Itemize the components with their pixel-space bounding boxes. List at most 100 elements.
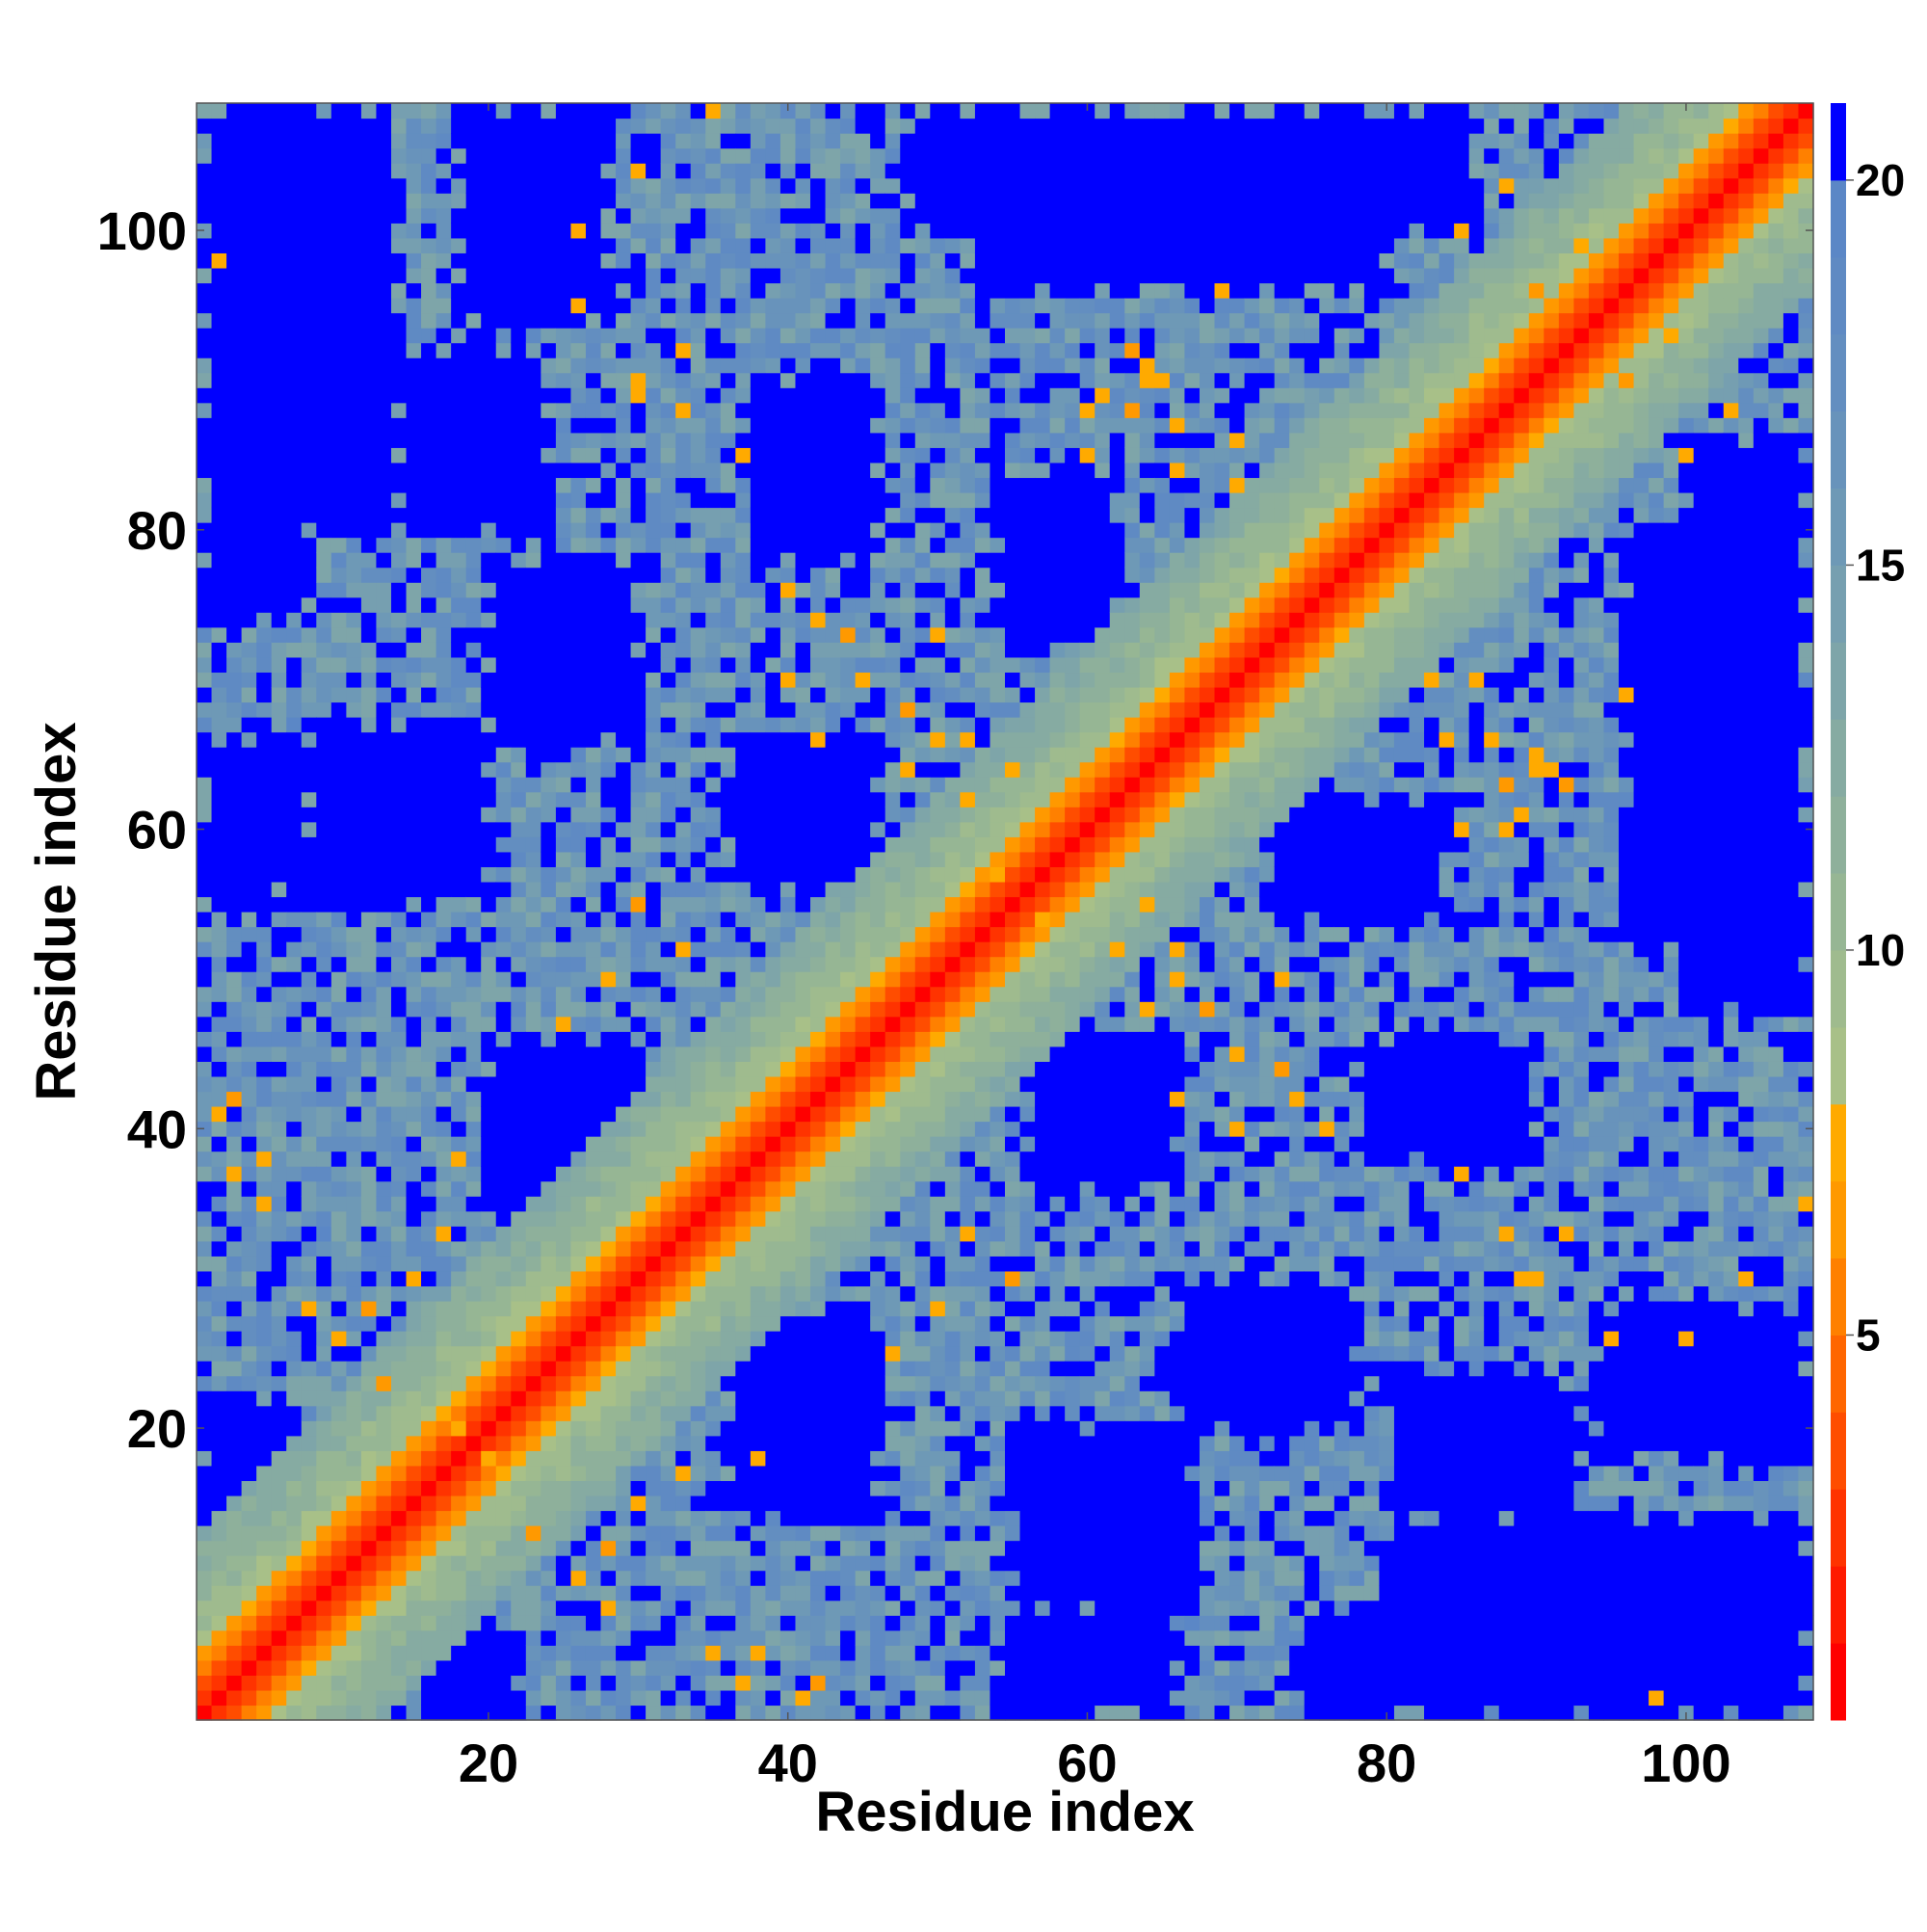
heatmap-cell <box>481 1480 497 1496</box>
heatmap-cell <box>870 223 886 239</box>
heatmap-cell <box>779 672 797 688</box>
heatmap-cell <box>330 207 347 224</box>
heatmap-cell <box>256 612 273 628</box>
heatmap-cell <box>660 1121 676 1137</box>
heatmap-cell <box>525 402 541 418</box>
heatmap-cell <box>451 791 467 807</box>
heatmap-cell <box>750 1659 767 1676</box>
heatmap-cell <box>360 686 378 703</box>
heatmap-cell <box>750 626 767 643</box>
heatmap-cell <box>256 866 273 883</box>
heatmap-cell <box>840 731 857 748</box>
heatmap-cell <box>555 1226 572 1242</box>
heatmap-cell <box>360 357 378 374</box>
heatmap-cell <box>271 1585 287 1601</box>
heatmap-cell <box>600 1196 617 1212</box>
heatmap-cell <box>705 612 722 628</box>
heatmap-cell <box>600 912 617 928</box>
heatmap-cell <box>465 851 482 867</box>
heatmap-cell <box>256 971 273 988</box>
heatmap-cell <box>421 1256 437 1272</box>
heatmap-cell <box>570 163 587 179</box>
heatmap-cell <box>481 1345 497 1362</box>
heatmap-cell <box>690 462 706 479</box>
heatmap-cell <box>600 1136 617 1152</box>
heatmap-cell <box>465 1629 482 1646</box>
heatmap-cell <box>570 193 587 209</box>
heatmap-cell <box>555 312 572 329</box>
heatmap-cell <box>495 223 512 239</box>
heatmap-cell <box>226 791 243 807</box>
heatmap-cell <box>301 1570 317 1586</box>
heatmap-cell <box>870 522 886 539</box>
heatmap-cell <box>346 1480 362 1496</box>
heatmap-cell <box>541 1016 557 1032</box>
heatmap-cell <box>376 912 392 928</box>
heatmap-cell <box>646 866 662 883</box>
heatmap-cell <box>271 177 287 194</box>
heatmap-cell <box>765 986 781 1002</box>
heatmap-cell <box>720 717 736 733</box>
heatmap-cell <box>301 1121 317 1137</box>
heatmap-cell <box>765 1226 781 1242</box>
heatmap-cell <box>660 1525 676 1542</box>
heatmap-cell <box>690 1705 706 1721</box>
heatmap-cell <box>495 1240 512 1257</box>
heatmap-cell <box>555 986 572 1002</box>
heatmap-cell <box>451 447 467 463</box>
heatmap-cell <box>226 1031 243 1047</box>
heatmap-cell <box>390 747 408 763</box>
heatmap-cell <box>779 761 797 778</box>
heatmap-cell <box>616 507 632 523</box>
heatmap-cell <box>705 1061 722 1077</box>
heatmap-cell <box>451 402 467 418</box>
heatmap-cell <box>825 477 841 493</box>
heatmap-cell <box>600 1390 617 1407</box>
heatmap-cell <box>226 193 243 209</box>
heatmap-cell <box>720 507 736 523</box>
heatmap-cell <box>465 941 482 958</box>
heatmap-cell <box>675 1270 692 1287</box>
heatmap-cell <box>646 477 662 493</box>
heatmap-cell <box>855 522 871 539</box>
heatmap-cell <box>360 1420 378 1437</box>
heatmap-cell <box>570 926 587 942</box>
heatmap-cell <box>330 147 347 164</box>
heatmap-cell <box>630 1300 647 1317</box>
heatmap-cell <box>330 1196 347 1212</box>
heatmap-cell <box>451 1585 467 1601</box>
heatmap-cell <box>541 1105 557 1123</box>
heatmap-cell <box>406 761 422 778</box>
heatmap-cell <box>211 1540 227 1556</box>
heatmap-cell <box>840 252 857 269</box>
heatmap-cell <box>600 1061 617 1077</box>
heatmap-cell <box>810 1361 827 1377</box>
heatmap-cell <box>436 118 452 134</box>
heatmap-cell <box>840 1585 857 1601</box>
heatmap-cell <box>646 1675 662 1691</box>
heatmap-cell <box>197 1226 213 1242</box>
heatmap-cell <box>286 432 303 448</box>
heatmap-cell <box>675 177 692 194</box>
heatmap-cell <box>421 1480 437 1496</box>
heatmap-cell <box>330 1075 347 1093</box>
heatmap-cell <box>825 1196 841 1212</box>
heatmap-cell <box>660 626 676 643</box>
heatmap-cell <box>436 1300 452 1317</box>
heatmap-cell <box>346 1465 362 1482</box>
heatmap-cell <box>421 926 437 942</box>
heatmap-cell <box>870 1091 886 1107</box>
heatmap-cell <box>720 223 736 239</box>
heatmap-cell <box>421 267 437 284</box>
heatmap-cell <box>870 851 886 867</box>
heatmap-cell <box>779 777 797 793</box>
heatmap-cell <box>750 1166 767 1182</box>
heatmap-cell <box>421 282 437 299</box>
heatmap-cell <box>616 747 632 763</box>
heatmap-cell <box>421 491 437 509</box>
heatmap-cell <box>525 193 541 209</box>
heatmap-cell <box>495 297 512 314</box>
heatmap-cell <box>241 432 257 448</box>
heatmap-cell <box>481 177 497 194</box>
heatmap-cell <box>675 1629 692 1646</box>
